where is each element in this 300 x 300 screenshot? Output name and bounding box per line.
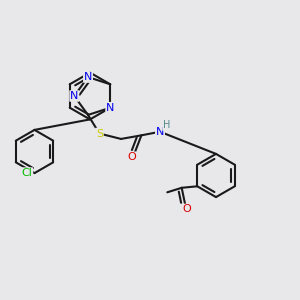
Text: Cl: Cl <box>22 168 32 178</box>
Text: N: N <box>106 103 115 113</box>
Text: N: N <box>156 127 164 137</box>
Text: H: H <box>163 120 170 130</box>
Text: N: N <box>70 91 78 101</box>
Text: S: S <box>96 128 103 139</box>
Text: O: O <box>127 152 136 162</box>
Text: N: N <box>84 72 92 82</box>
Text: O: O <box>182 204 191 214</box>
